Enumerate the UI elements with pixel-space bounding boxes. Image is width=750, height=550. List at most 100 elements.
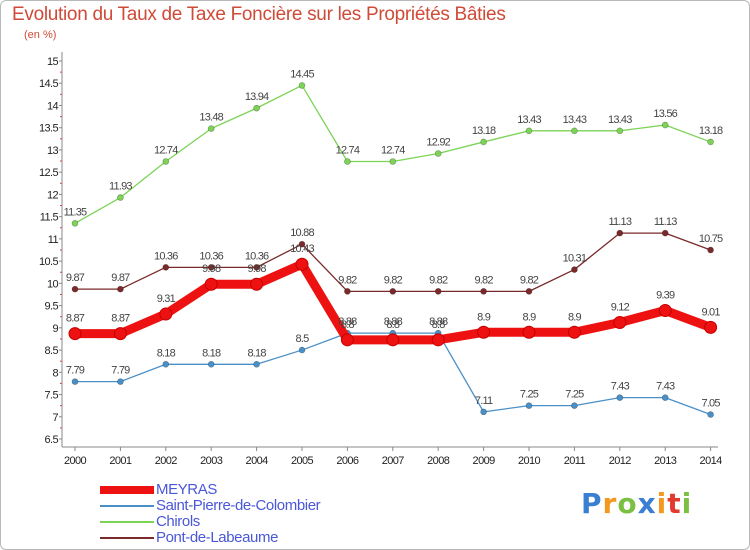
data-label-meyras: 9.39 xyxy=(656,289,675,301)
data-point-meyras[interactable] xyxy=(567,325,581,339)
logo-letter-r: r xyxy=(602,487,618,520)
data-point-meyras[interactable] xyxy=(477,325,491,339)
data-label-pont-de-labeaume: 9.82 xyxy=(520,274,539,286)
logo-letter-t: t xyxy=(667,487,682,520)
data-point-chirols[interactable] xyxy=(480,138,487,146)
chart-subtitle: (en %) xyxy=(24,29,57,41)
data-point-chirols[interactable] xyxy=(571,127,578,135)
data-point-meyras[interactable] xyxy=(340,333,354,347)
data-label-meyras: 9.12 xyxy=(611,301,630,313)
data-point-meyras[interactable] xyxy=(613,315,627,329)
data-point-pont-de-labeaume[interactable] xyxy=(389,288,397,295)
data-label-pont-de-labeaume: 9.82 xyxy=(474,274,493,286)
data-point-saint-pierre-de-colombier[interactable] xyxy=(71,378,79,385)
legend-label-chirols: Chirols xyxy=(156,513,200,530)
data-point-chirols[interactable] xyxy=(207,125,215,132)
data-label-pont-de-labeaume: 9.82 xyxy=(384,274,403,286)
legend-label-saint-pierre: Saint-Pierre-de-Colombier xyxy=(156,497,321,514)
data-point-chirols[interactable] xyxy=(117,194,124,201)
data-point-saint-pierre-de-colombier[interactable] xyxy=(162,360,170,368)
data-label-pont-de-labeaume: 10.31 xyxy=(563,253,587,265)
data-point-pont-de-labeaume[interactable] xyxy=(571,266,578,273)
data-point-saint-pierre-de-colombier[interactable] xyxy=(661,394,669,401)
data-point-meyras[interactable] xyxy=(295,257,309,271)
legend-swatch-meyras xyxy=(100,486,154,494)
x-tick-label: 2008 xyxy=(427,455,450,467)
data-point-pont-de-labeaume[interactable] xyxy=(707,246,714,254)
data-label-pont-de-labeaume: 9.82 xyxy=(429,274,448,286)
data-point-meyras[interactable] xyxy=(522,325,536,339)
data-point-saint-pierre-de-colombier[interactable] xyxy=(616,394,624,401)
data-point-pont-de-labeaume[interactable] xyxy=(253,264,260,271)
data-point-saint-pierre-de-colombier[interactable] xyxy=(117,378,124,385)
data-point-chirols[interactable] xyxy=(253,104,260,112)
data-label-saint-pierre-de-colombier: 7.11 xyxy=(475,395,493,407)
data-point-meyras[interactable] xyxy=(68,327,82,341)
data-label-chirols: 12.74 xyxy=(154,145,178,157)
data-point-meyras[interactable] xyxy=(113,327,127,341)
data-point-chirols[interactable] xyxy=(525,127,533,135)
data-point-pont-de-labeaume[interactable] xyxy=(298,240,306,248)
y-tick-label: 14.5 xyxy=(39,78,58,90)
data-label-saint-pierre-de-colombier: 8.18 xyxy=(247,347,266,359)
data-point-pont-de-labeaume[interactable] xyxy=(162,264,170,271)
legend-label-pont-de-labeaume: Pont-de-Labeaume xyxy=(156,529,279,546)
data-point-saint-pierre-de-colombier[interactable] xyxy=(707,411,714,418)
data-point-saint-pierre-de-colombier[interactable] xyxy=(525,402,533,409)
data-point-pont-de-labeaume[interactable] xyxy=(434,288,442,295)
data-point-pont-de-labeaume[interactable] xyxy=(480,288,487,295)
data-point-chirols[interactable] xyxy=(162,158,170,165)
data-point-saint-pierre-de-colombier[interactable] xyxy=(571,402,578,409)
data-point-chirols[interactable] xyxy=(616,127,624,135)
data-label-saint-pierre-de-colombier: 8.88 xyxy=(338,316,357,328)
data-point-chirols[interactable] xyxy=(707,138,714,146)
data-point-pont-de-labeaume[interactable] xyxy=(344,288,351,295)
y-tick-label: 10 xyxy=(47,278,59,290)
data-point-pont-de-labeaume[interactable] xyxy=(71,285,79,293)
data-point-pont-de-labeaume[interactable] xyxy=(661,229,669,237)
data-point-pont-de-labeaume[interactable] xyxy=(117,285,124,293)
data-point-chirols[interactable] xyxy=(71,220,79,227)
x-tick-label: 2000 xyxy=(64,455,87,467)
data-point-pont-de-labeaume[interactable] xyxy=(525,288,533,295)
logo-letter-o: o xyxy=(617,487,638,520)
data-label-chirols: 13.43 xyxy=(563,114,587,126)
y-tick-label: 11.5 xyxy=(40,212,59,224)
data-label-pont-de-labeaume: 9.87 xyxy=(66,272,85,284)
data-label-pont-de-labeaume: 9.87 xyxy=(111,272,130,284)
logo-letter-i: i xyxy=(656,487,668,520)
data-point-chirols[interactable] xyxy=(344,158,351,165)
data-label-meyras: 9.01 xyxy=(701,306,720,318)
data-point-meyras[interactable] xyxy=(431,333,445,347)
data-point-chirols[interactable] xyxy=(389,158,397,165)
y-tick-label: 14 xyxy=(47,100,59,112)
x-tick-label: 2002 xyxy=(155,455,178,467)
data-point-saint-pierre-de-colombier[interactable] xyxy=(207,360,215,368)
x-tick-label: 2012 xyxy=(609,455,632,467)
y-tick-label: 7 xyxy=(52,412,58,424)
data-point-chirols[interactable] xyxy=(661,121,669,129)
y-tick-label: 11 xyxy=(48,234,59,246)
data-label-meyras: 8.9 xyxy=(523,311,537,323)
data-point-meyras[interactable] xyxy=(704,320,718,334)
data-label-pont-de-labeaume: 10.36 xyxy=(199,250,223,262)
data-label-chirols: 11.93 xyxy=(109,181,132,193)
data-point-saint-pierre-de-colombier[interactable] xyxy=(253,360,260,368)
data-label-meyras: 8.9 xyxy=(568,311,582,323)
data-point-meyras[interactable] xyxy=(386,333,400,347)
data-point-saint-pierre-de-colombier[interactable] xyxy=(480,408,487,416)
x-tick-label: 2003 xyxy=(200,455,223,467)
data-point-pont-de-labeaume[interactable] xyxy=(616,229,624,237)
data-point-meyras[interactable] xyxy=(658,303,672,317)
data-point-pont-de-labeaume[interactable] xyxy=(207,264,215,271)
data-point-chirols[interactable] xyxy=(298,82,306,89)
data-point-meyras[interactable] xyxy=(250,277,264,291)
logo-letter-i2: i xyxy=(681,487,693,520)
data-point-chirols[interactable] xyxy=(434,150,442,157)
data-point-saint-pierre-de-colombier[interactable] xyxy=(298,346,306,354)
y-tick-label: 8.5 xyxy=(45,345,59,357)
data-point-meyras[interactable] xyxy=(204,277,218,291)
data-point-meyras[interactable] xyxy=(159,307,173,321)
data-label-chirols: 11.35 xyxy=(64,206,87,218)
